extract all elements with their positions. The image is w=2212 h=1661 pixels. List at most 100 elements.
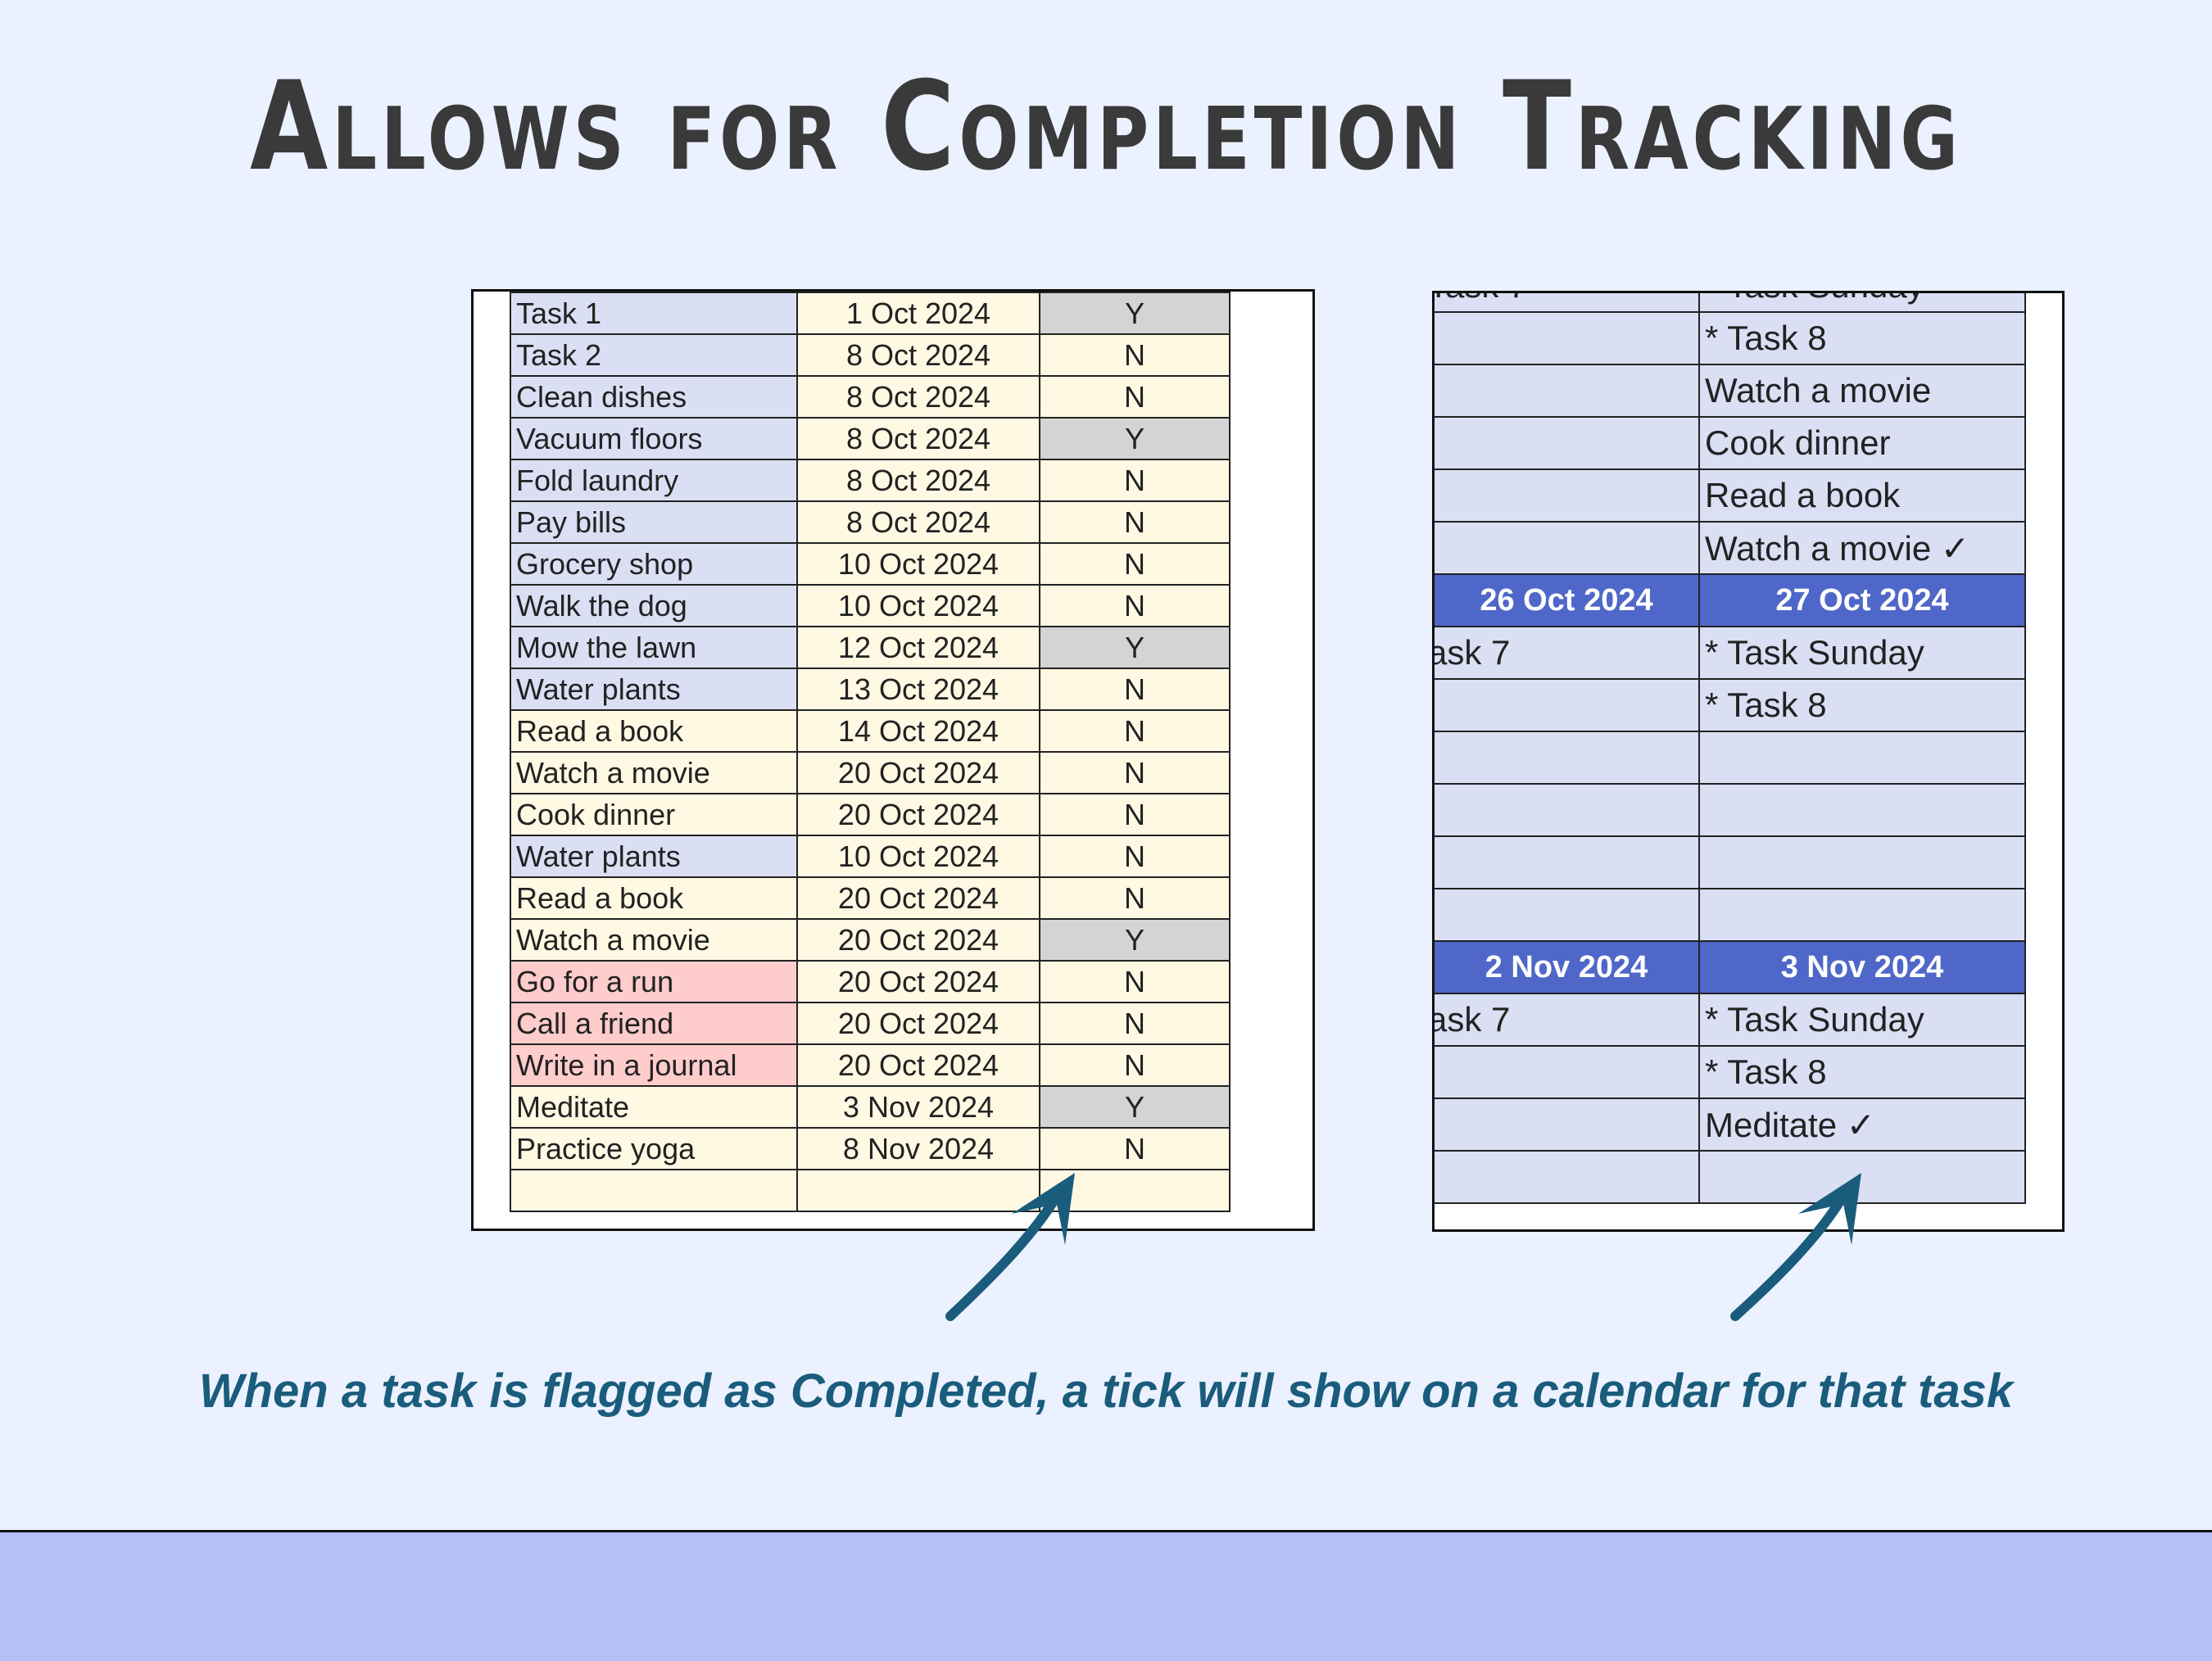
- completed-flag-cell[interactable]: N: [1039, 793, 1231, 836]
- task-date-cell[interactable]: 20 Oct 2024: [796, 751, 1040, 794]
- completed-flag-cell[interactable]: N: [1039, 1002, 1231, 1045]
- task-name-cell[interactable]: Write in a journal: [510, 1043, 798, 1087]
- calendar-cell[interactable]: [1435, 416, 1700, 470]
- calendar-cell[interactable]: [1698, 888, 2026, 942]
- task-date-cell[interactable]: 12 Oct 2024: [796, 626, 1040, 669]
- calendar-cell[interactable]: * Task Sunday: [1698, 293, 2026, 313]
- completed-flag-cell[interactable]: N: [1039, 542, 1231, 586]
- completed-flag-cell[interactable]: Y: [1039, 417, 1231, 460]
- calendar-cell[interactable]: [1698, 1150, 2026, 1204]
- calendar-cell[interactable]: [1698, 783, 2026, 837]
- date-header[interactable]: 27 Oct 2024: [1698, 573, 2026, 627]
- calendar-cell[interactable]: [1435, 1045, 1700, 1099]
- task-date-cell[interactable]: 10 Oct 2024: [796, 584, 1040, 627]
- task-name-cell[interactable]: Water plants: [510, 668, 798, 711]
- task-date-cell[interactable]: 8 Oct 2024: [796, 333, 1040, 377]
- task-date-cell[interactable]: 1 Oct 2024: [796, 292, 1040, 335]
- task-date-cell[interactable]: 8 Oct 2024: [796, 417, 1040, 460]
- completed-flag-cell[interactable]: N: [1039, 960, 1231, 1003]
- date-header[interactable]: 26 Oct 2024: [1435, 573, 1700, 627]
- task-date-cell[interactable]: 8 Oct 2024: [796, 500, 1040, 544]
- completed-flag-cell[interactable]: Y: [1039, 918, 1231, 962]
- calendar-cell[interactable]: Watch a movie: [1698, 364, 2026, 418]
- completed-flag-cell[interactable]: Y: [1039, 626, 1231, 669]
- task-date-cell[interactable]: 10 Oct 2024: [796, 835, 1040, 878]
- completed-flag-cell[interactable]: N: [1039, 375, 1231, 419]
- calendar-cell[interactable]: [1435, 1150, 1700, 1204]
- task-name-cell[interactable]: Read a book: [510, 876, 798, 920]
- task-name-cell[interactable]: Walk the dog: [510, 584, 798, 627]
- task-name-cell[interactable]: Pay bills: [510, 500, 798, 544]
- task-name-cell[interactable]: Practice yoga: [510, 1127, 798, 1170]
- task-date-cell[interactable]: 3 Nov 2024: [796, 1085, 1040, 1129]
- calendar-cell[interactable]: [1698, 731, 2026, 785]
- task-name-cell[interactable]: Fold laundry: [510, 459, 798, 502]
- task-name-cell[interactable]: Read a book: [510, 709, 798, 753]
- date-header[interactable]: 3 Nov 2024: [1698, 940, 2026, 994]
- task-name-cell[interactable]: Cook dinner: [510, 793, 798, 836]
- completed-flag-cell[interactable]: Y: [1039, 1085, 1231, 1129]
- task-date-cell[interactable]: 10 Oct 2024: [796, 542, 1040, 586]
- task-name-cell[interactable]: Call a friend: [510, 1002, 798, 1045]
- task-name-cell[interactable]: Watch a movie: [510, 751, 798, 794]
- calendar-cell[interactable]: ask 7: [1435, 626, 1700, 680]
- task-date-cell[interactable]: 8 Nov 2024: [796, 1127, 1040, 1170]
- completed-flag-cell[interactable]: N: [1039, 584, 1231, 627]
- calendar-cell[interactable]: [1435, 1098, 1700, 1152]
- calendar-cell[interactable]: Read a book: [1698, 468, 2026, 523]
- task-date-cell[interactable]: 8 Oct 2024: [796, 459, 1040, 502]
- task-date-cell[interactable]: [796, 1169, 1040, 1212]
- calendar-cell[interactable]: [1435, 731, 1700, 785]
- task-date-cell[interactable]: 14 Oct 2024: [796, 709, 1040, 753]
- calendar-cell[interactable]: * Task 8: [1698, 678, 2026, 732]
- completed-flag-cell[interactable]: Y: [1039, 292, 1231, 335]
- task-date-cell[interactable]: 20 Oct 2024: [796, 960, 1040, 1003]
- task-name-cell[interactable]: Watch a movie: [510, 918, 798, 962]
- completed-flag-cell[interactable]: N: [1039, 500, 1231, 544]
- calendar-cell[interactable]: Cook dinner: [1698, 416, 2026, 470]
- task-name-cell[interactable]: Task 1: [510, 292, 798, 335]
- task-date-cell[interactable]: 20 Oct 2024: [796, 1002, 1040, 1045]
- task-name-cell[interactable]: Go for a run: [510, 960, 798, 1003]
- task-name-cell[interactable]: Water plants: [510, 835, 798, 878]
- task-date-cell[interactable]: 20 Oct 2024: [796, 918, 1040, 962]
- task-date-cell[interactable]: 13 Oct 2024: [796, 668, 1040, 711]
- completed-flag-cell[interactable]: N: [1039, 751, 1231, 794]
- task-date-cell[interactable]: 8 Oct 2024: [796, 375, 1040, 419]
- calendar-cell[interactable]: Task 7: [1435, 293, 1700, 313]
- completed-flag-cell[interactable]: N: [1039, 876, 1231, 920]
- calendar-cell[interactable]: * Task Sunday: [1698, 626, 2026, 680]
- task-name-cell[interactable]: Clean dishes: [510, 375, 798, 419]
- completed-flag-cell[interactable]: N: [1039, 333, 1231, 377]
- completed-flag-cell[interactable]: N: [1039, 1127, 1231, 1170]
- task-date-cell[interactable]: 20 Oct 2024: [796, 1043, 1040, 1087]
- calendar-cell[interactable]: ask 7: [1435, 993, 1700, 1047]
- task-name-cell[interactable]: Meditate: [510, 1085, 798, 1129]
- date-header[interactable]: 2 Nov 2024: [1435, 940, 1700, 994]
- calendar-cell[interactable]: [1435, 364, 1700, 418]
- calendar-cell[interactable]: [1435, 521, 1700, 575]
- calendar-cell[interactable]: [1435, 311, 1700, 365]
- completed-flag-cell[interactable]: N: [1039, 709, 1231, 753]
- task-name-cell[interactable]: Grocery shop: [510, 542, 798, 586]
- completed-flag-cell[interactable]: N: [1039, 459, 1231, 502]
- task-date-cell[interactable]: 20 Oct 2024: [796, 876, 1040, 920]
- calendar-cell[interactable]: * Task 8: [1698, 311, 2026, 365]
- completed-flag-cell[interactable]: N: [1039, 668, 1231, 711]
- calendar-cell[interactable]: [1435, 468, 1700, 523]
- completed-flag-cell[interactable]: N: [1039, 835, 1231, 878]
- calendar-cell[interactable]: * Task 8: [1698, 1045, 2026, 1099]
- task-name-cell[interactable]: Mow the lawn: [510, 626, 798, 669]
- task-name-cell[interactable]: Vacuum floors: [510, 417, 798, 460]
- task-name-cell[interactable]: Task 2: [510, 333, 798, 377]
- calendar-cell[interactable]: [1435, 835, 1700, 889]
- calendar-cell[interactable]: [1435, 678, 1700, 732]
- completed-flag-cell[interactable]: N: [1039, 1043, 1231, 1087]
- calendar-cell[interactable]: * Task Sunday: [1698, 993, 2026, 1047]
- calendar-cell[interactable]: Watch a movie ✓: [1698, 521, 2026, 575]
- task-name-cell[interactable]: [510, 1169, 798, 1212]
- calendar-cell[interactable]: Meditate ✓: [1698, 1098, 2026, 1152]
- task-date-cell[interactable]: 20 Oct 2024: [796, 793, 1040, 836]
- calendar-cell[interactable]: [1698, 835, 2026, 889]
- calendar-cell[interactable]: [1435, 783, 1700, 837]
